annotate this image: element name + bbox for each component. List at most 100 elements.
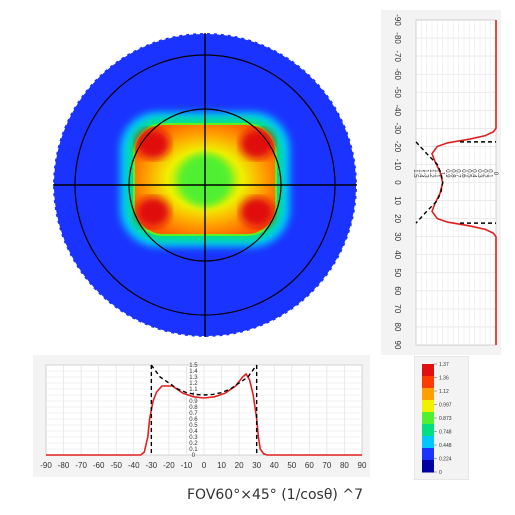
vertical-value-tick-label: 0.4 [471, 169, 477, 178]
vertical-angle-tick-label: -90 [393, 14, 402, 26]
vertical-value-tick-label: 1.2 [428, 169, 434, 178]
horizontal-reference-curve [150, 364, 258, 396]
colorbar-tick-label: 1.37 [439, 362, 449, 368]
vertical-angle-tick-label: -30 [393, 123, 402, 135]
horizontal-value-ticks: 00.10.20.30.40.50.60.70.80.911.11.21.31.… [189, 363, 198, 459]
horizontal-value-tick-label: 0.5 [189, 423, 198, 429]
hotspot-top-right [240, 129, 274, 159]
horizontal-measured-curve [46, 372, 362, 456]
hotspot-top-left [136, 129, 170, 159]
colorbar-swatch [422, 376, 434, 389]
horizontal-angle-tick-label: -40 [128, 461, 140, 470]
horizontal-value-tick-label: 1.3 [189, 375, 198, 381]
vertical-angle-tick-label: -70 [393, 50, 402, 62]
horizontal-angle-ticks: -90 -80 -70 -60 -50 -40 -30 -20 -10 0 10 20 30 40 50 60… [40, 461, 367, 470]
horizontal-angle-tick-label: 30 [252, 461, 261, 470]
colorbar-swatch [422, 364, 434, 377]
vertical-angle-tick-label: 0 [393, 180, 402, 185]
colorbar-swatch [422, 424, 434, 437]
vertical-angle-tick-label: 60 [393, 286, 402, 295]
horizontal-angle-tick-label: -90 [40, 461, 52, 470]
vertical-angle-tick-label: 40 [393, 250, 402, 259]
horizontal-value-tick-label: 0.3 [189, 435, 198, 441]
vertical-angle-tick-label: 50 [393, 268, 402, 277]
figure-caption: FOV60°×45° (1/cosθ) ^7 [187, 487, 363, 503]
colorbar-tick-label: 0.748 [439, 430, 452, 436]
horizontal-angle-tick-label: -60 [93, 461, 105, 470]
hotspot-bottom-left [136, 197, 170, 227]
vertical-angle-tick-label: 20 [393, 214, 402, 223]
horizontal-value-tick-label: 0.8 [189, 405, 198, 411]
horizontal-angle-tick-label: -30 [146, 461, 158, 470]
vertical-angle-tick-label: -50 [393, 86, 402, 98]
colorbar: 1.37 1.36 1.12 0.997 0.873 0.748 0.448 0.224 0 [414, 356, 469, 480]
vertical-series [415, 20, 497, 345]
horizontal-series [46, 364, 362, 456]
vertical-value-tick-label: 0.5 [465, 169, 471, 178]
vertical-angle-tick-label: -40 [393, 104, 402, 116]
vertical-value-tick-label: 1.1 [433, 169, 439, 178]
horizontal-value-tick-label: 0.2 [189, 441, 198, 447]
vertical-value-tick-label: 0.9 [444, 169, 450, 178]
colorbar-labels: 1.37 1.36 1.12 0.997 0.873 0.748 0.448 0.224 0 [434, 362, 452, 476]
horizontal-value-tick-label: 0.6 [189, 417, 198, 423]
colorbar-tick-label: 0.224 [439, 457, 452, 463]
horizontal-value-tick-label: 0.4 [189, 429, 198, 435]
horizontal-angle-tick-label: 20 [235, 461, 244, 470]
vertical-reference-curve [415, 141, 444, 224]
vertical-value-ticks: 00.10.20.30.40.50.60.70.80.911.11.21.31.… [412, 169, 498, 178]
colorbar-swatch [422, 460, 434, 473]
horizontal-value-tick-label: 1.5 [189, 363, 198, 369]
colorbar-swatch [422, 388, 434, 401]
horizontal-angle-tick-label: 50 [287, 461, 296, 470]
vertical-profile-chart: -90-80-70-60-50-40-30-20-100102030405060… [381, 10, 501, 355]
horizontal-angle-tick-label: -80 [58, 461, 70, 470]
vertical-angle-tick-label: -10 [393, 159, 402, 171]
vertical-angle-ticks: -90 -80 -70 -60 -50 -40 -30 -20 -10 0 10 20 30 40 50 60… [393, 14, 402, 350]
horizontal-value-tick-label: 1.4 [189, 369, 198, 375]
vertical-angle-tick-label: 10 [393, 196, 402, 205]
vertical-value-tick-label: 0.1 [487, 169, 493, 178]
vertical-value-tick-label: 0.6 [460, 169, 466, 178]
horizontal-angle-tick-label: 40 [270, 461, 279, 470]
vertical-value-tick-label: 0.2 [481, 169, 487, 178]
horizontal-angle-tick-label: 80 [340, 461, 349, 470]
colorbar-tick-label: 0 [439, 470, 442, 476]
colorbar-swatch [422, 400, 434, 413]
horizontal-angle-tick-label: -10 [181, 461, 193, 470]
colorbar-tick-label: 0.997 [439, 403, 452, 409]
vertical-angle-tick-label: -20 [393, 141, 402, 153]
horizontal-angle-tick-label: -50 [110, 461, 122, 470]
colorbar-tick-label: 0.448 [439, 443, 452, 449]
vertical-angle-tick-label: 80 [393, 322, 402, 331]
horizontal-profile-chart: -90 -80 -70 -60 -50 -40 -30 -20 -10 0 10 20 30 40 50 60… [33, 355, 370, 477]
colorbar-swatch [422, 436, 434, 449]
vertical-value-tick-label: 1.4 [417, 169, 423, 178]
horizontal-value-tick-label: 1 [192, 393, 196, 399]
vertical-value-tick-label: 1.5 [412, 169, 418, 178]
horizontal-angle-tick-label: 10 [217, 461, 226, 470]
horizontal-value-tick-label: 0.7 [189, 411, 198, 417]
horizontal-angle-tick-label: 0 [202, 461, 207, 470]
vertical-grid [415, 19, 497, 346]
vertical-angle-tick-label: 30 [393, 232, 402, 241]
polar-intensity-map [52, 32, 358, 338]
colorbar-tick-label: 1.36 [439, 376, 449, 382]
vertical-value-tick-label: 1.3 [423, 169, 429, 178]
horizontal-angle-tick-label: 60 [305, 461, 314, 470]
colorbar-swatch [422, 412, 434, 425]
hotspot-bottom-right [240, 197, 274, 227]
colorbar-swatch [422, 448, 434, 461]
vertical-value-tick-label: 0.8 [449, 169, 455, 178]
vertical-value-tick-label: 0.3 [476, 169, 482, 178]
horizontal-angle-tick-label: 90 [358, 461, 367, 470]
vertical-angle-tick-label: 70 [393, 304, 402, 313]
horizontal-angle-tick-label: -20 [163, 461, 175, 470]
colorbar-tick-label: 1.12 [439, 389, 449, 395]
vertical-value-tick-label: 0 [492, 172, 498, 176]
horizontal-angle-tick-label: 70 [322, 461, 331, 470]
colorbar-swatches [422, 364, 434, 473]
horizontal-angle-tick-label: -70 [75, 461, 87, 470]
colorbar-tick-label: 0.873 [439, 416, 452, 422]
horizontal-value-tick-label: 1.2 [189, 381, 198, 387]
